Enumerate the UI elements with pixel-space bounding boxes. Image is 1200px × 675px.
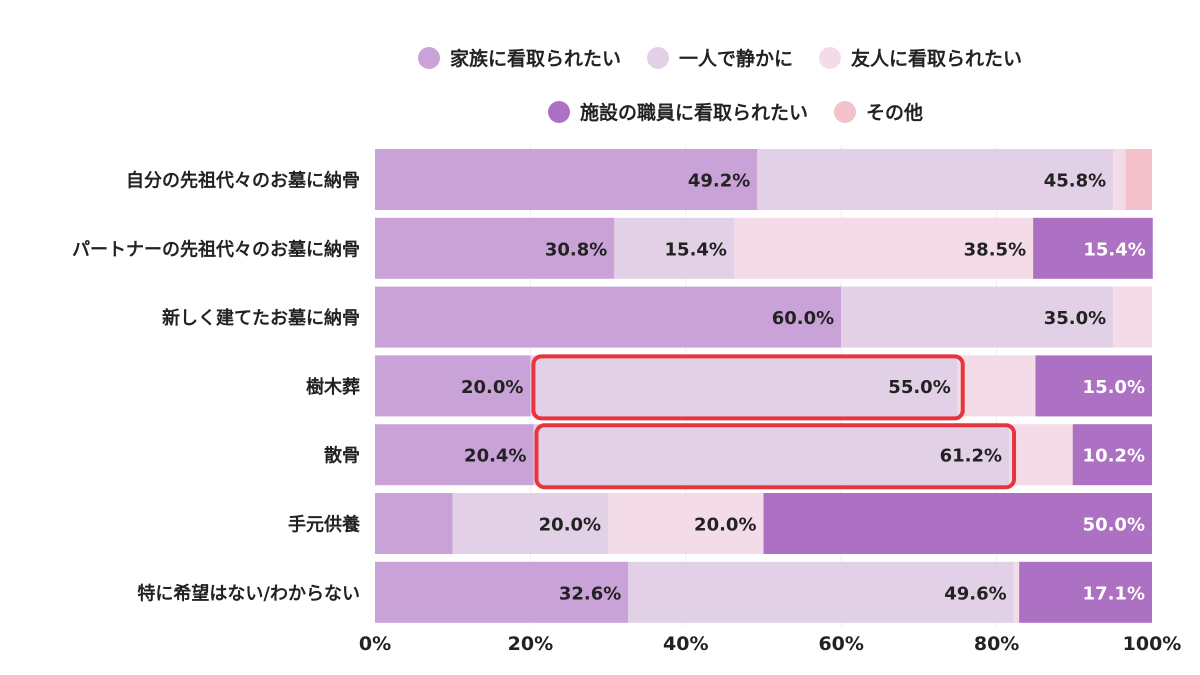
data-label: 49.2% — [688, 171, 750, 192]
legend-label: 家族に看取られたい — [450, 48, 622, 70]
data-label: 20.0% — [461, 377, 523, 398]
bar-segment — [452, 493, 609, 554]
bar-segment — [733, 217, 1034, 279]
legend-label: その他 — [866, 102, 924, 124]
data-label: 15.0% — [1083, 377, 1145, 398]
bar-segment — [375, 561, 629, 623]
data-label: 15.4% — [1083, 239, 1145, 260]
legend-item: 施設の職員に看取られたい — [548, 98, 808, 125]
legend: 家族に看取られたい 一人で静かに 友人に看取られたい — [418, 44, 1048, 71]
category-label: 樹木葬 — [306, 376, 360, 398]
bar-segment — [375, 355, 531, 417]
legend-item: 一人で静かに — [647, 44, 793, 71]
bar-segment — [1033, 217, 1153, 279]
bar-segment — [1072, 424, 1152, 486]
bar-segment — [608, 493, 764, 554]
bar-segment — [1113, 149, 1126, 210]
bar-segment — [757, 149, 1114, 210]
legend-label: 施設の職員に看取られたい — [580, 102, 809, 124]
bar-segment — [1035, 355, 1152, 417]
data-label: 38.5% — [964, 239, 1026, 260]
bar-segment — [375, 424, 534, 486]
data-label: 45.8% — [1044, 171, 1106, 192]
legend-label: 一人で静かに — [679, 48, 794, 70]
bar-segment — [957, 355, 1036, 417]
bar-segment — [375, 493, 453, 554]
bar-segment — [1019, 561, 1152, 623]
legend-item: その他 — [834, 98, 923, 125]
data-label: 61.2% — [940, 446, 1002, 467]
data-label: 17.1% — [1083, 583, 1145, 604]
x-tick-label: 80% — [974, 633, 1019, 655]
data-label: 35.0% — [1044, 308, 1106, 329]
category-label: 特に希望はない/わからない — [137, 582, 360, 604]
category-label: 自分の先祖代々のお墓に納骨 — [126, 170, 360, 192]
bar-segment — [533, 424, 1010, 486]
bar-segment — [530, 355, 958, 417]
x-tick-label: 40% — [663, 633, 708, 655]
bar-segment — [841, 286, 1114, 348]
legend-swatch — [834, 100, 857, 123]
data-label: 55.0% — [888, 377, 950, 398]
legend-swatch — [819, 46, 842, 69]
data-label: 49.6% — [944, 583, 1006, 604]
legend-label: 友人に看取られたい — [851, 48, 1023, 70]
data-label: 20.0% — [694, 515, 756, 536]
bar-segment — [1009, 424, 1073, 486]
legend-swatch — [548, 100, 570, 123]
data-label: 30.8% — [545, 239, 607, 260]
x-tick-label: 20% — [508, 633, 553, 655]
legend-swatch — [418, 46, 440, 69]
category-label: 散骨 — [324, 445, 360, 467]
bar-segment — [375, 149, 758, 210]
bar-segment — [614, 217, 734, 279]
bar-segment — [375, 217, 615, 279]
data-label: 15.4% — [665, 239, 727, 260]
highlight-box — [531, 354, 965, 421]
highlight-box — [534, 423, 1017, 490]
legend-row-2: 施設の職員に看取られたい その他 — [548, 98, 949, 125]
x-tick-label: 100% — [1123, 633, 1182, 655]
bar-segment — [763, 493, 1152, 554]
category-label: 新しく建てたお墓に納骨 — [162, 307, 360, 329]
data-label: 20.4% — [464, 446, 526, 467]
x-tick-label: 0% — [359, 633, 391, 655]
data-label: 50.0% — [1083, 515, 1145, 536]
category-label: 手元供養 — [288, 514, 360, 536]
x-tick-label: 60% — [818, 633, 863, 655]
bar-segment — [375, 286, 842, 348]
legend-item: 家族に看取られたい — [418, 44, 621, 71]
category-label: パートナーの先祖代々のお墓に納骨 — [72, 238, 360, 260]
bar-segment — [1113, 286, 1152, 348]
bar-segment — [1013, 561, 1020, 623]
legend-swatch — [647, 46, 670, 69]
legend-item: 友人に看取られたい — [819, 44, 1022, 71]
bar-segment — [628, 561, 1014, 623]
data-label: 10.2% — [1083, 446, 1145, 467]
data-label: 32.6% — [559, 583, 621, 604]
data-label: 60.0% — [772, 308, 834, 329]
data-label: 20.0% — [539, 515, 601, 536]
bar-segment — [1125, 149, 1152, 210]
